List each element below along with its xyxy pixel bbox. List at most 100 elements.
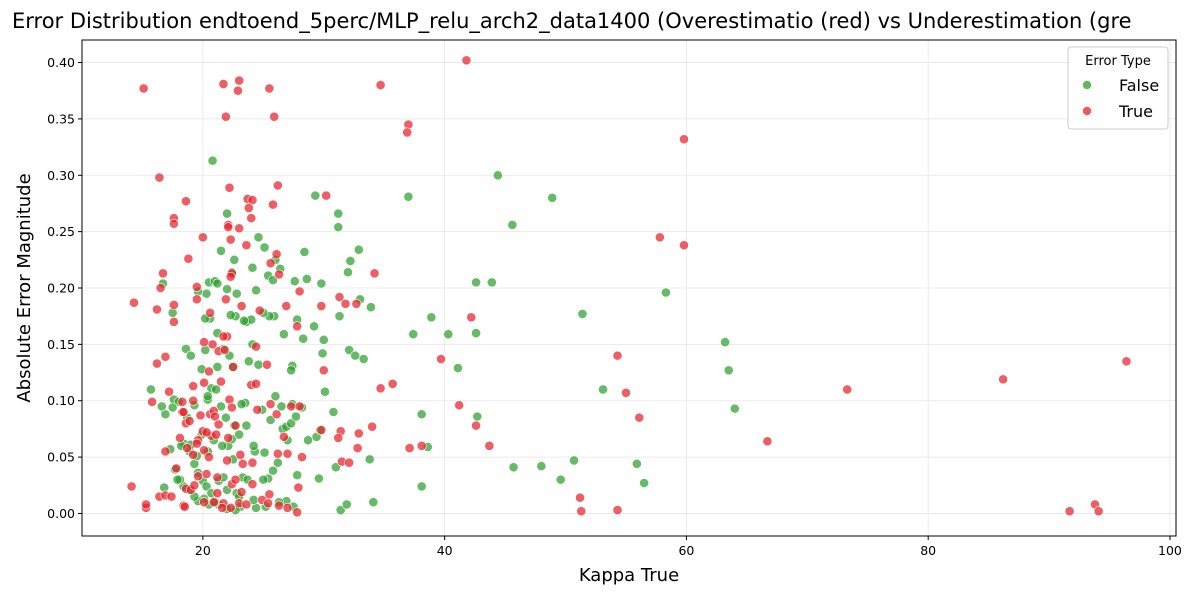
point-false [202,391,213,402]
point-true [265,258,276,269]
point-true [235,449,246,460]
point-false [211,384,222,395]
point-true [375,383,386,394]
point-true [189,480,200,491]
point-true [269,111,280,122]
point-false [286,365,297,376]
point-true [208,497,219,508]
point-false [212,278,223,289]
point-false [343,267,353,278]
point-true [154,172,165,183]
point-true [168,300,179,310]
chart-title: Error Distribution endtoend_5perc/MLP_re… [12,9,1132,33]
point-true [387,378,398,389]
point-true [333,433,344,443]
point-true [181,196,191,207]
axis-ticks: 20 40 60 80 100 0.00 0.05 0.10 0.15 0.20 0.25 0.30 0… [47,55,1182,558]
point-true [199,377,209,388]
point-false [268,275,278,286]
point-false [366,302,376,313]
point-true [272,180,283,191]
point-false [222,284,232,295]
point-false [316,278,327,289]
point-true [461,55,472,66]
point-true [236,301,247,311]
y-tick-label: 0.15 [47,337,75,352]
point-true [211,429,222,440]
point-true [243,203,254,213]
legend-marker-false [1082,80,1093,91]
point-false [172,474,183,485]
point-false [310,190,321,201]
point-true [230,420,241,431]
x-tick-label: 60 [678,543,694,558]
point-true [293,482,304,493]
point-false [631,458,642,469]
point-false [241,420,252,431]
point-true [842,384,853,395]
point-false [231,288,242,299]
point-true [294,401,305,412]
point-false [330,462,341,473]
point-false [181,343,191,354]
point-true [193,471,203,482]
point-true [334,292,345,302]
point-false [341,499,352,510]
point-false [720,337,731,348]
point-true [351,298,362,309]
point-false [251,285,261,296]
point-false [492,170,503,181]
point-true [274,269,284,280]
point-true [225,502,236,513]
point-false [639,478,650,488]
point-true [197,232,208,243]
point-true [205,307,216,318]
point-false [598,384,608,395]
point-false [328,407,339,417]
point-false [303,435,313,446]
point-true [353,428,364,439]
point-false [471,328,481,338]
point-true [316,425,327,435]
point-true [254,305,265,316]
point-true [217,502,228,513]
point-false [253,232,264,243]
point-true [188,395,199,406]
point-true [575,492,585,503]
point-true [340,298,351,309]
point-false [335,505,346,515]
point-true [252,404,263,415]
point-true [576,506,587,517]
point-true [247,457,258,468]
point-true [233,85,243,96]
y-axis-label: Absolute Error Magnitude [14,173,35,402]
point-false [270,391,281,402]
point-true [147,396,158,407]
point-false [577,309,588,319]
point-false [265,414,276,425]
point-true [621,387,631,398]
point-true [612,505,623,515]
point-true [654,232,665,243]
point-true [471,420,481,431]
point-false [318,334,329,345]
point-true [234,223,245,234]
point-true [223,433,234,443]
point-true [292,321,303,332]
point-true [166,491,177,502]
point-true [228,362,239,372]
grid [82,40,1176,536]
point-true [416,440,427,451]
point-true [241,240,252,251]
point-false [569,455,579,466]
point-true [1093,506,1104,517]
point-false [660,287,671,298]
point-false [350,350,361,361]
point-false [225,310,236,320]
point-true [218,331,229,342]
point-false [216,245,226,256]
x-tick-label: 20 [195,543,211,558]
point-true [230,474,241,485]
point-true [369,268,380,279]
point-true [272,448,283,459]
